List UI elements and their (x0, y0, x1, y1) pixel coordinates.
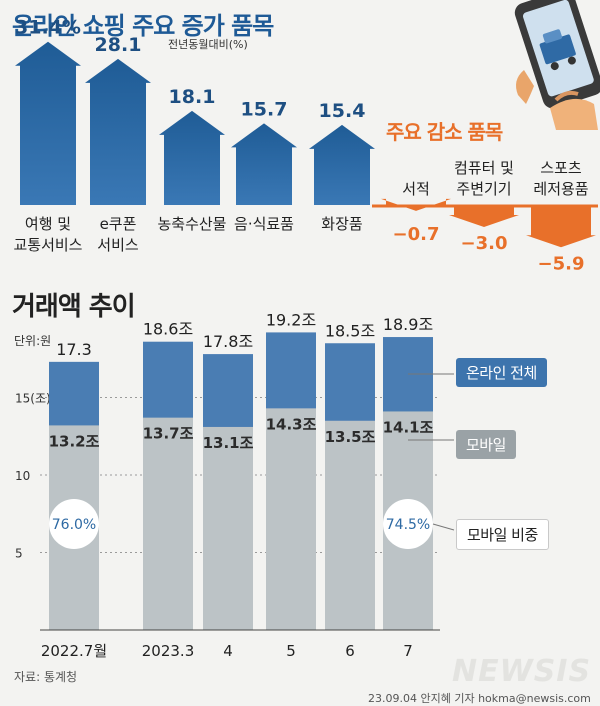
x-category-label: 2023.3 (142, 642, 195, 660)
mobile-bar (266, 408, 316, 630)
mobile-value-label: 14.1조 (383, 418, 434, 436)
legend-leader-line (432, 523, 455, 531)
increase-category-label: 농축수산물 (157, 215, 226, 233)
mobile-share-circle (383, 499, 433, 549)
increase-title: 온라인 쇼핑 주요 증가 품목 (12, 12, 274, 40)
increase-bar (231, 123, 297, 205)
increase-bar (159, 110, 225, 205)
mobile-bar (325, 420, 375, 630)
x-category-label: 4 (223, 642, 233, 660)
y-tick-label: 10 (15, 469, 30, 483)
trend-unit-note: 단위:원 (14, 334, 52, 348)
credit-note: 23.09.04 안지혜 기자 hokma@newsis.com (368, 692, 591, 705)
increase-value-label: 31.4% (15, 17, 81, 39)
mobile-value-label: 14.3조 (266, 415, 317, 433)
legend-mobile: 모바일 (456, 430, 516, 459)
increase-bar (15, 41, 81, 205)
increase-bar (309, 124, 375, 205)
mobile-bar (143, 417, 193, 630)
trend-chart: 15(조) 10 5 17.3 13.2조 2022.7월 18.6조 13.7조 2023.3… (15, 310, 455, 660)
mobile-share-label: 74.5% (386, 517, 430, 533)
decrease-bar (449, 206, 519, 227)
increase-category-label: 음·식료품 (234, 215, 294, 233)
decrease-category-label: 레저용품 (533, 180, 588, 198)
increase-category-label: 여행 및 (25, 215, 71, 233)
decrease-value-label: −0.7 (393, 224, 440, 245)
smartphone-shopping-icon (514, 0, 600, 130)
newsis-logo: NEWSIS (452, 654, 592, 689)
increase-category-label: e쿠폰 (100, 215, 137, 233)
x-category-label: 7 (403, 642, 413, 660)
decrease-category-label: 컴퓨터 및 (454, 159, 514, 177)
total-value-label: 17.8조 (203, 332, 253, 351)
increase-category-label: 교통서비스 (13, 236, 82, 254)
mobile-share-label: 76.0% (52, 517, 96, 533)
decrease-value-label: −5.9 (538, 253, 585, 270)
y-tick-label: 15(조) (15, 392, 51, 406)
increase-value-label: 18.1 (169, 86, 216, 108)
y-tick-label: 5 (15, 547, 23, 561)
decrease-category-label: 주변기기 (456, 180, 511, 198)
decrease-bar (526, 206, 596, 248)
total-value-label: 18.6조 (143, 320, 193, 339)
mobile-value-label: 13.1조 (203, 434, 254, 452)
legend-mobile-share: 모바일 비중 (456, 519, 549, 550)
increase-value-label: 15.4 (319, 100, 366, 122)
total-value-label: 17.3 (56, 340, 92, 359)
x-category-label: 5 (286, 642, 296, 660)
trend-title: 거래액 추이 (12, 292, 136, 322)
increase-category-label: 서비스 (97, 236, 139, 254)
legend-total: 온라인 전체 (456, 358, 547, 387)
source-note: 자료: 통계청 (14, 670, 78, 684)
decrease-bar (381, 198, 451, 211)
mobile-bar (203, 426, 253, 630)
total-value-label: 18.5조 (325, 321, 375, 340)
x-category-label: 6 (345, 642, 355, 660)
increase-value-label: 15.7 (241, 98, 288, 120)
increase-value-label: 28.1 (95, 34, 142, 56)
increase-unit-note: 전년동월대비(%) (168, 38, 248, 51)
decrease-category-label: 서적 (402, 180, 430, 198)
total-value-label: 18.9조 (383, 315, 433, 334)
mobile-value-label: 13.2조 (49, 432, 100, 450)
mobile-value-label: 13.5조 (325, 428, 376, 446)
decrease-value-label: −3.0 (461, 233, 508, 254)
mobile-value-label: 13.7조 (143, 425, 194, 443)
total-value-label: 19.2조 (266, 310, 316, 329)
mobile-share-circle (49, 499, 99, 549)
decrease-category-label: 스포츠 (540, 159, 582, 177)
increase-category-label: 화장품 (321, 215, 362, 233)
x-category-label: 2022.7월 (41, 642, 107, 660)
increase-bar (85, 58, 151, 205)
decrease-title: 주요 감소 품목 (386, 120, 503, 144)
